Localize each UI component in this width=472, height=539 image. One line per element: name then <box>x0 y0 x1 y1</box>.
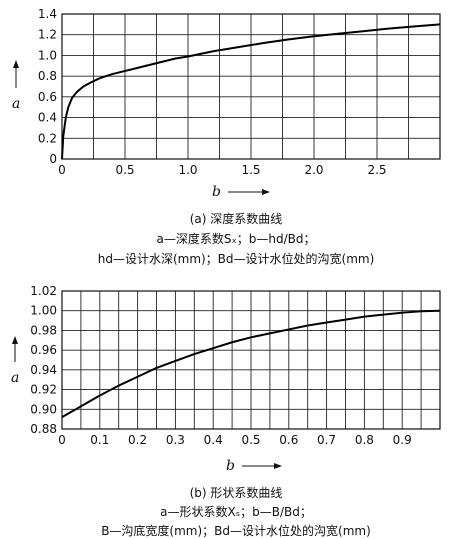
chart-b-shape-coefficient: 0 0.1 0.2 0.3 0.4 0.5 0.6 0.7 0.8 0.9 0.88 0.90 0.9… <box>11 284 441 538</box>
y-tick-label: 0.6 <box>38 90 57 104</box>
chart-a-plot-frame <box>61 13 441 160</box>
x-tick-label: 0.2 <box>128 433 147 447</box>
y-tick-label: 0.96 <box>30 343 57 357</box>
x-tick-label: 1.0 <box>178 163 197 177</box>
x-tick-label: 0.6 <box>279 433 298 447</box>
chart-b-x-arrow-icon <box>274 463 282 469</box>
x-tick-label: 2.0 <box>304 163 323 177</box>
chart-b-x-tick-labels: 0 0.1 0.2 0.3 0.4 0.5 0.6 0.7 0.8 0.9 <box>58 433 412 447</box>
chart-b-y-axis-label: a <box>11 370 19 386</box>
chart-a-depth-coefficient: 0 0.5 1.0 1.5 2.0 2.5 00.20.40.60.81.01.21.4 … <box>12 7 441 266</box>
y-tick-label: 0.90 <box>30 402 57 416</box>
chart-b-x-axis-label: b <box>226 458 235 474</box>
chart-a-caption-title: (a) 深度系数曲线 <box>190 211 283 226</box>
y-tick-label: 0.98 <box>30 323 57 337</box>
chart-b-y-arrow-icon <box>12 336 18 344</box>
chart-b-series-line <box>61 309 441 419</box>
y-tick-label: 0.8 <box>38 69 57 83</box>
x-tick-label: 0.5 <box>115 163 134 177</box>
y-tick-label: 0.92 <box>30 383 57 397</box>
x-tick-label: 0.4 <box>204 433 223 447</box>
y-tick-label: 0.88 <box>30 422 57 436</box>
x-tick-label: 2.5 <box>367 163 386 177</box>
chart-b-caption-line1: a—形状系数Xₛ；b—B/Bd； <box>160 504 312 519</box>
y-tick-label: 0.4 <box>38 111 57 125</box>
x-tick-label: 0.5 <box>241 433 260 447</box>
y-tick-label: 0 <box>49 152 57 166</box>
chart-b-caption-title: (b) 形状系数曲线 <box>190 485 283 500</box>
x-tick-label: 0.3 <box>166 433 185 447</box>
y-tick-label: 1.00 <box>30 304 57 318</box>
chart-a-caption-line2: hd—设计水深(mm)；Bd—设计水位处的沟宽(mm) <box>98 251 375 266</box>
chart-a-grid <box>61 13 440 160</box>
chart-a-x-tick-labels: 0 0.5 1.0 1.5 2.0 2.5 <box>58 163 386 177</box>
x-tick-label: 1.5 <box>241 163 260 177</box>
x-tick-label: 0.9 <box>393 433 412 447</box>
chart-a-y-arrow-icon <box>13 60 19 68</box>
x-tick-label: 0.7 <box>317 433 336 447</box>
x-tick-label: 0.1 <box>90 433 109 447</box>
chart-a-x-axis-label: b <box>212 184 221 200</box>
y-tick-label: 1.0 <box>38 48 57 62</box>
chart-a-caption-line1: a—深度系数Sₓ；b—hd/Bd； <box>156 231 315 246</box>
x-tick-label: 0 <box>58 433 66 447</box>
chart-b-caption-line2: B—沟底宽度(mm)；Bd—设计水位处的沟宽(mm) <box>101 523 371 538</box>
chart-a-series-line <box>61 23 441 160</box>
y-tick-label: 0.2 <box>38 131 57 145</box>
y-tick-label: 1.4 <box>38 7 57 21</box>
y-tick-label: 1.02 <box>30 284 57 298</box>
chart-a-y-tick-labels: 0 0.2 0.4 0.6 0.8 1.0 1.2 1.4 <box>38 7 57 166</box>
chart-b-plot-frame <box>61 290 441 430</box>
chart-b-grid <box>61 290 440 430</box>
x-tick-label: 0.8 <box>355 433 374 447</box>
y-tick-label: 1.2 <box>38 28 57 42</box>
chart-a-x-arrow-icon <box>262 189 270 195</box>
chart-a-y-axis-label: a <box>12 96 20 112</box>
x-tick-label: 0 <box>58 163 66 177</box>
chart-b-y-tick-labels: 0.88 0.90 0.92 0.94 0.96 0.98 1.00 1.02 <box>30 284 57 436</box>
y-tick-label: 0.94 <box>30 363 57 377</box>
